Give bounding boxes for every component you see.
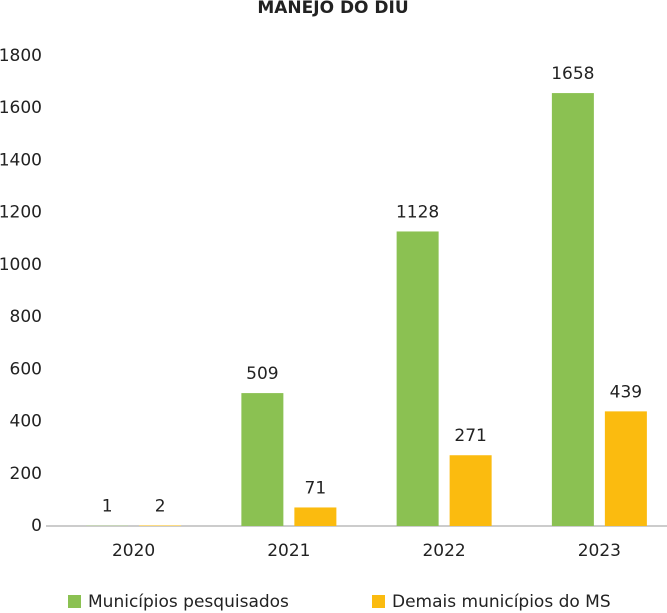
legend-swatch [372,595,385,608]
y-tick-label: 600 [10,359,42,379]
data-label: 1128 [396,202,439,222]
y-tick-label: 200 [10,464,42,484]
y-tick-label: 1400 [0,150,42,170]
y-tick-label: 1000 [0,255,42,275]
x-tick-label: 2021 [267,541,310,561]
y-tick-label: 800 [10,307,42,327]
bar [241,393,284,526]
bar [396,231,439,526]
y-tick-label: 0 [31,516,42,536]
x-tick-label: 2020 [112,541,155,561]
y-tick-label: 1600 [0,98,42,118]
data-label: 1 [102,497,113,517]
data-label: 271 [454,426,486,446]
bar [551,93,594,527]
data-label: 509 [246,364,278,384]
y-tick-label: 1800 [0,46,42,66]
chart-title: MANEJO DO DIU [257,0,408,18]
data-label: 1658 [551,64,594,84]
y-tick-label: 1200 [0,203,42,223]
data-label: 71 [305,478,327,498]
bar [139,525,182,526]
bar [604,411,647,526]
x-tick-label: 2023 [578,541,621,561]
data-label: 2 [155,496,166,516]
bar [294,507,337,526]
legend-label: Demais municípios do MS [392,592,611,612]
data-label: 439 [610,382,642,402]
bar [449,455,492,526]
legend-swatch [68,595,81,608]
legend-label: Municípios pesquisados [88,592,289,612]
y-tick-label: 400 [10,412,42,432]
x-tick-label: 2022 [422,541,465,561]
